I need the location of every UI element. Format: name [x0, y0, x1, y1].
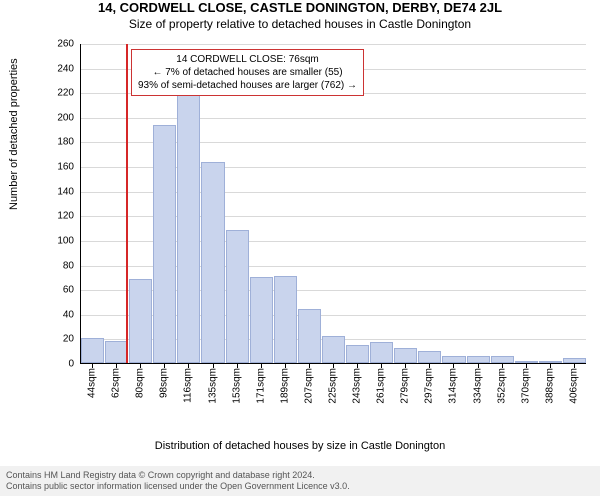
- x-tick-label: 314sqm: [448, 368, 459, 404]
- x-tick-label: 153sqm: [231, 368, 242, 404]
- histogram-bar: [250, 277, 273, 363]
- annotation-line: 14 CORDWELL CLOSE: 76sqm: [138, 53, 357, 66]
- histogram-bar: [322, 336, 345, 363]
- histogram-bar: [274, 276, 297, 363]
- y-tick-label: 240: [50, 63, 74, 74]
- x-tick-label: 171sqm: [255, 368, 266, 404]
- y-tick-label: 100: [50, 235, 74, 246]
- footer-box: Contains HM Land Registry data © Crown c…: [0, 466, 600, 497]
- histogram-chart: 14 CORDWELL CLOSE: 76sqm ← 7% of detache…: [50, 44, 586, 392]
- y-tick-label: 180: [50, 137, 74, 148]
- y-tick-label: 60: [50, 285, 74, 296]
- x-tick-label: 189sqm: [279, 368, 290, 404]
- histogram-bar: [515, 361, 538, 363]
- histogram-bar: [129, 279, 152, 363]
- x-tick-label: 406sqm: [568, 368, 579, 404]
- x-tick-label: 80sqm: [135, 368, 146, 398]
- x-tick-label: 243sqm: [352, 368, 363, 404]
- page-subtitle: Size of property relative to detached ho…: [0, 17, 600, 31]
- x-tick-label: 98sqm: [159, 368, 170, 398]
- gridline: [81, 118, 586, 119]
- x-tick-label: 116sqm: [183, 368, 194, 403]
- histogram-bar: [298, 309, 321, 363]
- footer-line: Contains HM Land Registry data © Crown c…: [6, 470, 594, 481]
- y-tick-label: 80: [50, 260, 74, 271]
- x-tick-label: 352sqm: [496, 368, 507, 404]
- histogram-bar: [539, 361, 562, 363]
- y-tick-label: 140: [50, 186, 74, 197]
- y-tick-label: 220: [50, 88, 74, 99]
- x-tick-label: 135sqm: [207, 368, 218, 404]
- property-annotation-box: 14 CORDWELL CLOSE: 76sqm ← 7% of detache…: [131, 49, 364, 96]
- y-tick-label: 120: [50, 211, 74, 222]
- x-axis-label: Distribution of detached houses by size …: [0, 440, 600, 452]
- histogram-bar: [370, 342, 393, 363]
- histogram-bar: [563, 358, 586, 363]
- y-tick-label: 0: [50, 359, 74, 370]
- footer-line: Contains public sector information licen…: [6, 481, 594, 492]
- annotation-line: ← 7% of detached houses are smaller (55): [138, 66, 357, 79]
- property-marker-line: [126, 44, 128, 363]
- y-axis-label: Number of detached properties: [8, 58, 20, 210]
- x-tick-label: 388sqm: [544, 368, 555, 404]
- y-tick-label: 160: [50, 162, 74, 173]
- histogram-bar: [418, 351, 441, 363]
- histogram-bar: [105, 341, 128, 363]
- histogram-bar: [442, 356, 465, 363]
- x-tick-label: 207sqm: [303, 368, 314, 404]
- page-title: 14, CORDWELL CLOSE, CASTLE DONINGTON, DE…: [0, 0, 600, 15]
- annotation-line: 93% of semi-detached houses are larger (…: [138, 79, 357, 92]
- x-tick-label: 62sqm: [111, 368, 122, 398]
- x-tick-label: 44sqm: [87, 368, 98, 398]
- y-tick-label: 40: [50, 309, 74, 320]
- histogram-bar: [467, 356, 490, 363]
- x-tick-label: 279sqm: [400, 368, 411, 404]
- plot-area: 14 CORDWELL CLOSE: 76sqm ← 7% of detache…: [80, 44, 586, 364]
- histogram-bar: [177, 95, 200, 363]
- y-tick-label: 200: [50, 112, 74, 123]
- histogram-bar: [226, 230, 249, 363]
- histogram-bar: [394, 348, 417, 363]
- histogram-bar: [153, 125, 176, 363]
- gridline: [81, 44, 586, 45]
- y-tick-label: 20: [50, 334, 74, 345]
- x-tick-label: 297sqm: [424, 368, 435, 404]
- x-tick-label: 370sqm: [520, 368, 531, 404]
- histogram-bar: [491, 356, 514, 363]
- histogram-bar: [201, 162, 224, 363]
- x-tick-label: 334sqm: [472, 368, 483, 404]
- y-tick-label: 260: [50, 39, 74, 50]
- x-tick-label: 261sqm: [376, 368, 387, 404]
- x-tick-label: 225sqm: [328, 368, 339, 404]
- histogram-bar: [81, 338, 104, 363]
- histogram-bar: [346, 345, 369, 363]
